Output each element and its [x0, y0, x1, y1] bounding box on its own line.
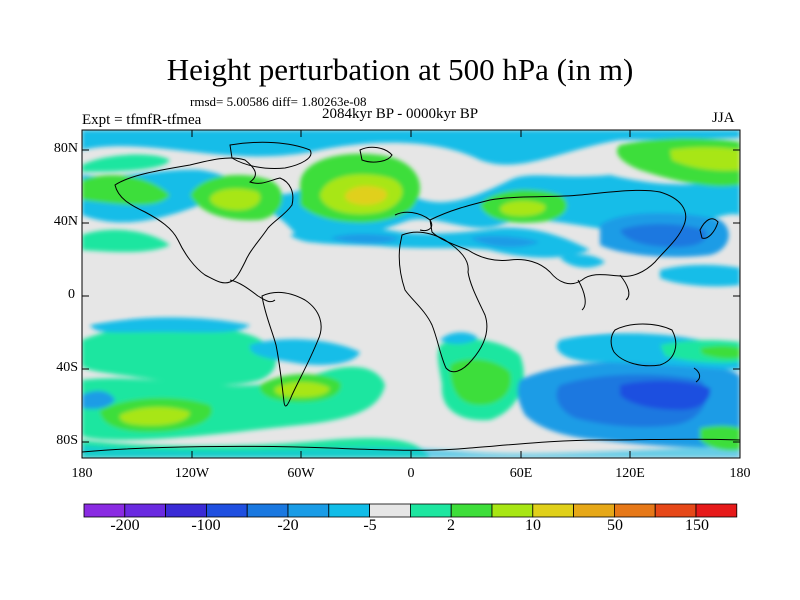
colorbar-swatch: [654, 503, 697, 518]
colorbar-label-50: 50: [607, 517, 623, 534]
colorbar-swatch: [287, 503, 330, 518]
colorbar-swatch: [83, 503, 126, 518]
lat-label-40s: 40S: [56, 360, 78, 375]
map-ticks: [81, 130, 741, 458]
lat-label-80n: 80N: [53, 141, 78, 156]
colorbar-swatch: [328, 503, 370, 518]
lat-label-40n: 40N: [53, 214, 78, 229]
colorbar-swatch: [246, 503, 289, 518]
colorbar-label-m20: -20: [277, 517, 299, 534]
lon-label-180w: 180: [71, 466, 93, 481]
colorbar-swatch: [124, 503, 167, 518]
coastlines: [82, 141, 740, 453]
colorbar-label-10: 10: [525, 517, 541, 534]
period-label: 2084kyr BP - 0000kyr BP: [322, 106, 479, 122]
lon-label-0: 0: [407, 466, 415, 481]
contour-fill: [82, 130, 740, 458]
colorbar-swatch: [165, 503, 207, 518]
colorbar-label-m5: -5: [363, 517, 377, 534]
colorbar-swatch: [369, 503, 411, 518]
colorbar-swatch: [205, 503, 248, 518]
colorbar-label-m200: -200: [110, 517, 140, 534]
lon-label-180e: 180: [729, 466, 751, 481]
lon-label-120w: 120W: [174, 466, 210, 481]
lon-label-120e: 120E: [615, 466, 645, 481]
lon-label-60e: 60E: [509, 466, 533, 481]
stats-line: rmsd= 5.00586 diff= 1.80263e-08: [190, 94, 367, 109]
colorbar-label-2: 2: [447, 517, 455, 534]
map-title: Height perturbation at 500 hPa (in m): [166, 52, 634, 87]
colorbar-swatch: [491, 503, 534, 518]
lat-label-equator: 0: [68, 287, 75, 302]
colorbar-swatch: [614, 503, 656, 518]
lat-label-80s: 80S: [56, 433, 78, 448]
lon-label-60w: 60W: [287, 466, 315, 481]
colorbar-label-m100: -100: [191, 517, 221, 534]
colorbar-swatch: [573, 503, 615, 518]
colorbar-swatch: [409, 503, 452, 518]
season-label: JJA: [712, 110, 735, 126]
colorbar-swatch: [695, 503, 738, 518]
colorbar-swatch: [532, 503, 574, 518]
colorbar-label-150: 150: [685, 517, 709, 534]
experiment-label: Expt = tfmfR-tfmea: [82, 112, 202, 128]
colorbar-swatch: [450, 503, 493, 518]
